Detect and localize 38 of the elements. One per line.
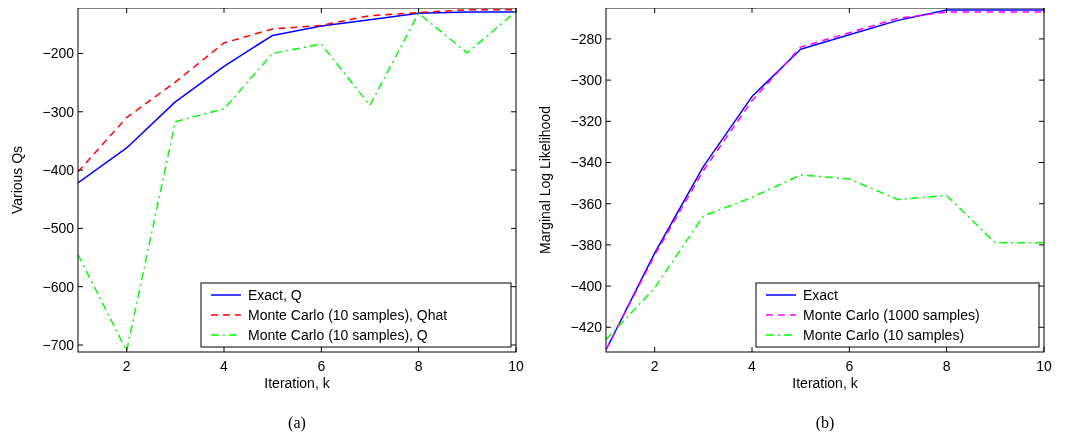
x-tick-label: 10 <box>508 358 524 374</box>
y-tick-label: −300 <box>42 103 75 120</box>
x-tick-label: 4 <box>220 358 229 374</box>
legend-label: Monte Carlo (10 samples), Q <box>248 327 428 343</box>
x-tick-label: 2 <box>650 358 659 374</box>
x-tick-label: 2 <box>122 358 131 374</box>
y-tick-label: −400 <box>42 162 75 179</box>
line-series <box>606 174 1044 341</box>
legend-label: Exact <box>803 287 839 303</box>
y-tick-label: −340 <box>570 154 603 171</box>
text: (b) <box>815 414 835 432</box>
x-axis-title: Iteration, k <box>264 375 331 391</box>
y-tick-label: −320 <box>570 113 603 130</box>
y-tick-label: −600 <box>42 278 75 295</box>
legend-label: Monte Carlo (10 samples) <box>803 327 965 343</box>
line-series <box>78 10 516 352</box>
y-axis-title: Marginal Log Likelihood <box>537 106 553 254</box>
text: (a) <box>288 414 306 432</box>
y-tick-label: −360 <box>570 195 603 212</box>
y-tick-label: −380 <box>570 236 603 253</box>
y-tick-label: −700 <box>42 337 75 353</box>
x-tick-label: 4 <box>748 358 757 374</box>
x-tick-label: 8 <box>414 358 423 374</box>
x-tick-label: 6 <box>317 358 326 374</box>
x-tick-label: 8 <box>942 358 951 374</box>
y-tick-label: −500 <box>42 220 75 237</box>
x-axis-title: Iteration, k <box>792 375 859 391</box>
x-tick-label: 10 <box>1036 358 1052 374</box>
legend-label: Monte Carlo (1000 samples) <box>803 307 980 323</box>
legend-label: Monte Carlo (10 samples), Qhat <box>248 307 448 323</box>
y-tick-label: −300 <box>570 72 603 89</box>
legend-label: Exact, Q <box>248 287 302 303</box>
y-axis-title: Various Qs <box>9 145 25 215</box>
y-tick-label: −200 <box>42 45 75 62</box>
y-tick-label: −400 <box>570 278 603 295</box>
x-tick-label: 6 <box>845 358 854 374</box>
y-tick-label: −420 <box>570 319 603 336</box>
y-tick-label: −280 <box>570 30 603 47</box>
